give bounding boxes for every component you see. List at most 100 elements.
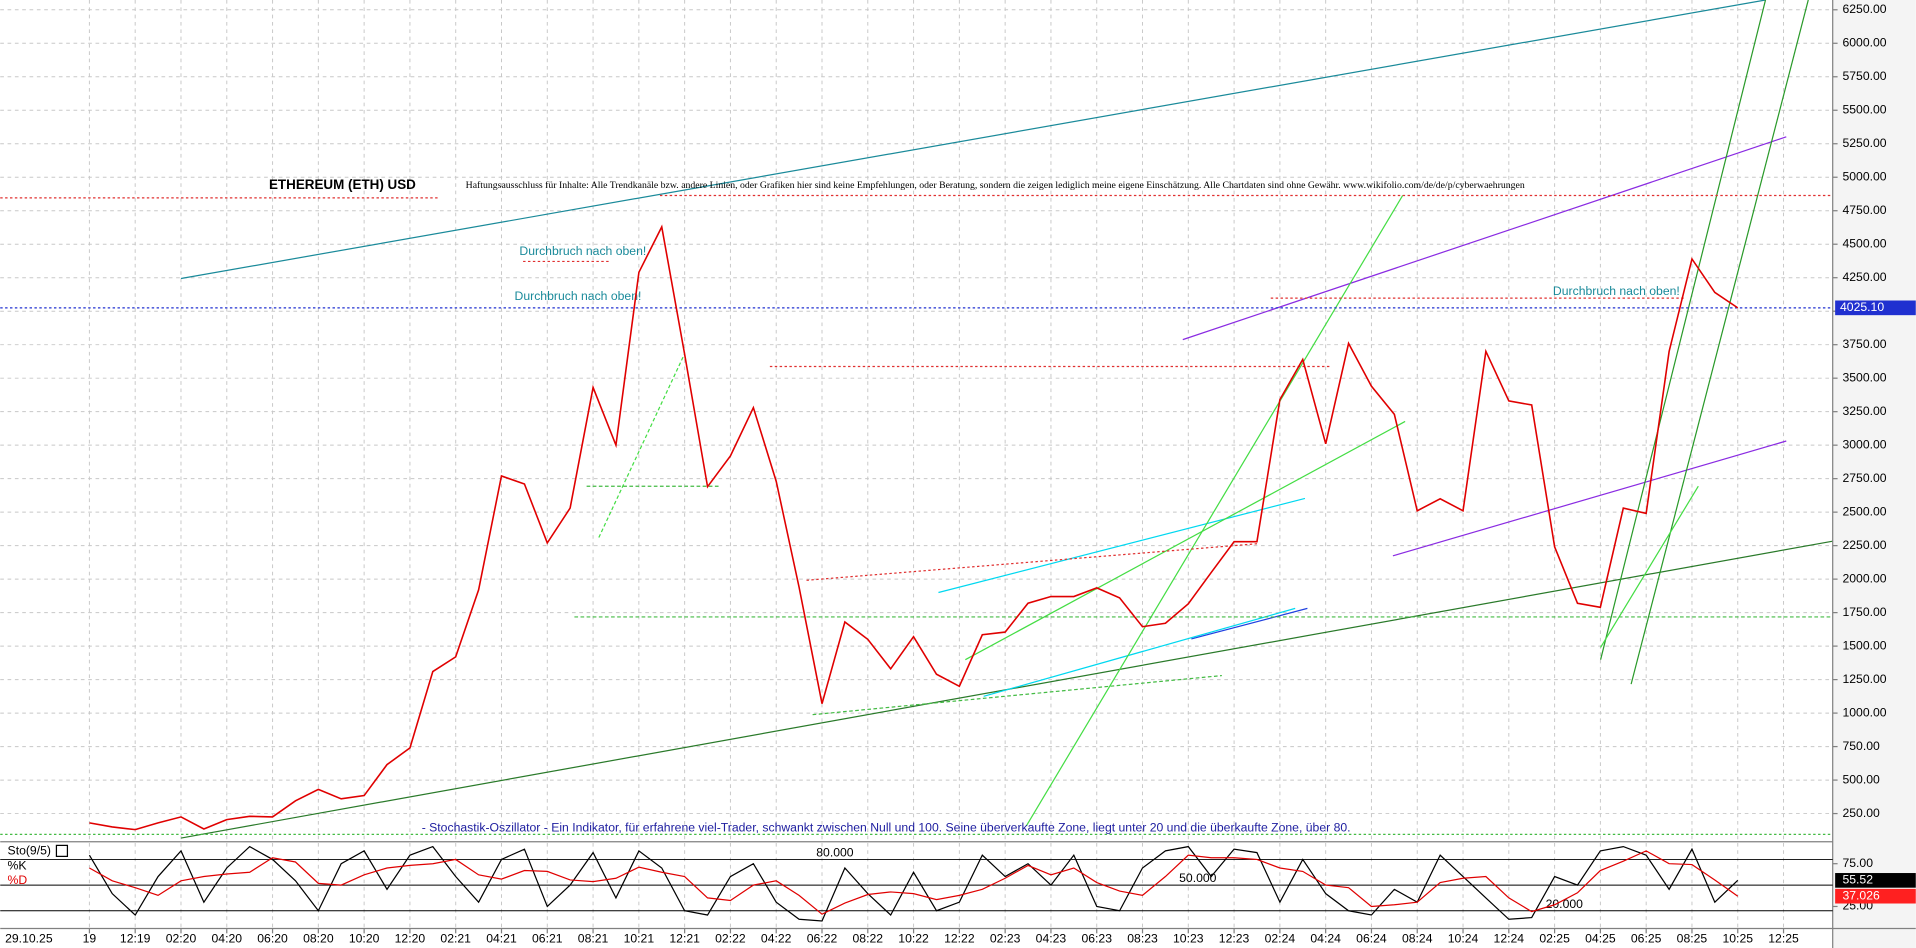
current-price-box — [1835, 300, 1916, 316]
x-tick-label: 04:25 — [1585, 932, 1616, 946]
x-tick-label: 06:24 — [1356, 932, 1387, 946]
right-axis-panel — [1832, 0, 1916, 948]
trend-line — [598, 354, 685, 538]
level-label: 50.000 — [1179, 871, 1217, 885]
trend-line — [806, 543, 1259, 581]
y-tick-label: 6250.00 — [1842, 2, 1886, 16]
y-tick-label: 250.00 — [1842, 806, 1880, 820]
y-tick-label: 4750.00 — [1842, 203, 1886, 217]
x-tick-label: 02:21 — [440, 932, 471, 946]
trend-line — [938, 497, 1306, 594]
y-tick-label: 2000.00 — [1842, 571, 1886, 585]
current-price-label: 4025.10 — [1840, 300, 1884, 314]
x-tick-label: 10:21 — [624, 932, 655, 946]
y-tick-label: 4500.00 — [1842, 236, 1886, 250]
x-tick-label: 10:22 — [898, 932, 929, 946]
x-tick-label: 10:23 — [1173, 932, 1204, 946]
date-label: 29.10.25 — [5, 932, 53, 946]
y-tick-label: 2750.00 — [1842, 471, 1886, 485]
x-tick-label: 06:22 — [807, 932, 838, 946]
y-tick-label: 3500.00 — [1842, 370, 1886, 384]
x-tick-label: 10:25 — [1722, 932, 1753, 946]
trend-lines — [0, 0, 1833, 839]
level-label: 20.000 — [1546, 897, 1584, 911]
y-tick-label: 1250.00 — [1842, 672, 1886, 686]
trend-line — [1392, 440, 1787, 557]
last-value-label: 55.52 — [1842, 873, 1873, 887]
legend-entry: %D — [8, 873, 28, 887]
indicator-description: - Stochastik-Oszillator - Ein Indikator,… — [422, 820, 1351, 834]
x-tick-label: 12:20 — [395, 932, 426, 946]
x-tick-label: 04:20 — [211, 932, 242, 946]
x-tick-label: 04:24 — [1310, 932, 1341, 946]
trend-line — [1600, 485, 1699, 648]
x-tick-label: 02:22 — [715, 932, 746, 946]
last-value-label: 37.026 — [1842, 888, 1880, 902]
x-tick-label: 12:23 — [1219, 932, 1250, 946]
y-tick-label: 75.00 — [1842, 856, 1873, 870]
y-tick-label: 5000.00 — [1842, 169, 1886, 183]
y-tick-label: 5500.00 — [1842, 102, 1886, 116]
x-tick-label: 02:25 — [1539, 932, 1570, 946]
x-tick-label: 08:25 — [1677, 932, 1708, 946]
legend-entry: %K — [8, 858, 27, 872]
y-tick-label: 6000.00 — [1842, 35, 1886, 49]
y-tick-label: 5750.00 — [1842, 69, 1886, 83]
y-tick-label: 1750.00 — [1842, 605, 1886, 619]
y-tick-label: 750.00 — [1842, 739, 1880, 753]
annotation: Durchbruch nach oben! — [515, 289, 642, 303]
trend-line — [1191, 607, 1308, 640]
trend-line — [1025, 195, 1404, 827]
x-tick-label: 08:24 — [1402, 932, 1433, 946]
x-tick-label: 04:22 — [761, 932, 792, 946]
y-tick-label: 2250.00 — [1842, 538, 1886, 552]
x-tick-label: 08:20 — [303, 932, 334, 946]
x-tick-label: 19 — [83, 932, 97, 946]
y-tick-label: 3750.00 — [1842, 337, 1886, 351]
y-tick-label: 1500.00 — [1842, 638, 1886, 652]
x-tick-label: 12:24 — [1494, 932, 1525, 946]
annotation: Durchbruch nach oben! — [1553, 284, 1680, 298]
trend-line — [1182, 136, 1787, 341]
x-tick-label: 06:25 — [1631, 932, 1662, 946]
y-tick-label: 500.00 — [1842, 772, 1880, 786]
x-tick-label: 04:21 — [486, 932, 517, 946]
trend-line — [1599, 0, 1767, 660]
y-tick-label: 4250.00 — [1842, 270, 1886, 284]
indicator-name: Sto(9/5) — [8, 844, 51, 858]
oscillator-line — [89, 850, 1739, 915]
x-tick-label: 04:23 — [1036, 932, 1067, 946]
x-tick-label: 08:23 — [1127, 932, 1158, 946]
annotation: Durchbruch nach oben! — [519, 244, 646, 258]
trend-line — [1630, 0, 1809, 685]
x-tick-label: 12:25 — [1768, 932, 1799, 946]
trend-line — [965, 420, 1406, 661]
x-tick-label: 10:20 — [349, 932, 380, 946]
trend-line — [983, 607, 1296, 697]
y-tick-label: 3250.00 — [1842, 404, 1886, 418]
indicator-button[interactable] — [55, 844, 69, 857]
x-tick-label: 12:22 — [944, 932, 975, 946]
x-tick-label: 08:22 — [853, 932, 884, 946]
y-tick-label: 5250.00 — [1842, 136, 1886, 150]
y-tick-label: 2500.00 — [1842, 504, 1886, 518]
y-tick-label: 3000.00 — [1842, 437, 1886, 451]
x-tick-label: 02:24 — [1265, 932, 1296, 946]
x-tick-label: 12:21 — [669, 932, 700, 946]
last-value-box — [1835, 888, 1916, 904]
oscillator-line — [88, 845, 1739, 922]
x-tick-label: 06:21 — [532, 932, 563, 946]
trend-line — [180, 0, 1766, 280]
x-tick-label: 10:24 — [1448, 932, 1479, 946]
level-label: 80.000 — [816, 846, 854, 860]
x-tick-label: 12:19 — [120, 932, 151, 946]
disclaimer: Haftungsausschluss für Inhalte: Alle Tre… — [466, 180, 1525, 191]
chart-title: ETHEREUM (ETH) USD — [269, 177, 416, 192]
x-tick-label: 02:23 — [990, 932, 1021, 946]
grid — [0, 0, 1833, 929]
x-tick-label: 08:21 — [578, 932, 609, 946]
x-tick-label: 06:23 — [1081, 932, 1112, 946]
x-tick-label: 02:20 — [166, 932, 197, 946]
